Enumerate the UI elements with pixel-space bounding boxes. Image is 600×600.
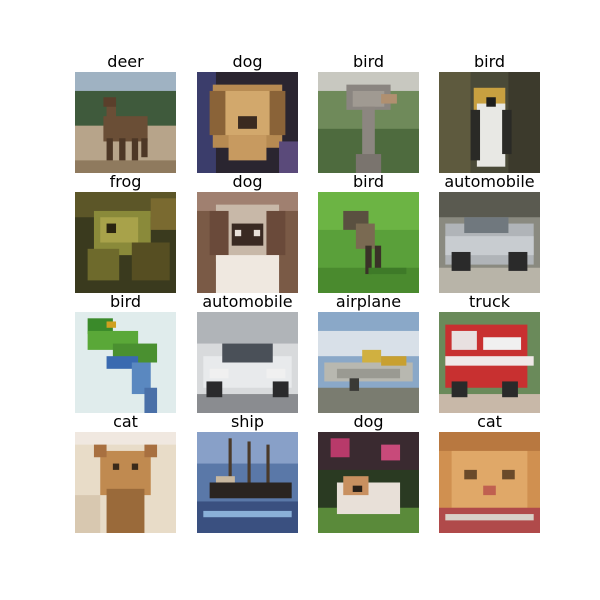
grid-cell: dog bbox=[318, 412, 419, 533]
image-label: deer bbox=[107, 52, 144, 71]
grid-cell: dog bbox=[197, 52, 298, 173]
grid-cell: cat bbox=[75, 412, 176, 533]
image-label: automobile bbox=[444, 172, 535, 191]
thumbnail-bird bbox=[75, 312, 176, 413]
thumbnail-bird bbox=[318, 72, 419, 173]
grid-cell: frog bbox=[75, 172, 176, 293]
image-label: bird bbox=[352, 172, 385, 191]
image-label: frog bbox=[109, 172, 142, 191]
thumbnail-deer bbox=[75, 72, 176, 173]
grid-cell: ship bbox=[197, 412, 298, 533]
grid-cell: automobile bbox=[197, 292, 298, 413]
thumbnail-airplane bbox=[318, 312, 419, 413]
image-label: airplane bbox=[335, 292, 402, 311]
image-label: ship bbox=[230, 412, 265, 431]
image-label: cat bbox=[113, 412, 138, 431]
grid-cell: dog bbox=[197, 172, 298, 293]
grid-cell: deer bbox=[75, 52, 176, 173]
image-label: truck bbox=[468, 292, 511, 311]
image-label: bird bbox=[352, 52, 385, 71]
image-label: dog bbox=[353, 412, 384, 431]
image-label: dog bbox=[232, 172, 263, 191]
thumbnail-cat bbox=[439, 432, 540, 533]
thumbnail-cat bbox=[75, 432, 176, 533]
image-label: dog bbox=[232, 52, 263, 71]
thumbnail-automobile bbox=[197, 312, 298, 413]
image-label: bird bbox=[109, 292, 142, 311]
thumbnail-dog bbox=[318, 432, 419, 533]
grid-cell: bird bbox=[75, 292, 176, 413]
grid-cell: automobile bbox=[439, 172, 540, 293]
grid-cell: bird bbox=[318, 172, 419, 293]
grid-cell: bird bbox=[439, 52, 540, 173]
image-label: bird bbox=[473, 52, 506, 71]
thumbnail-dog bbox=[197, 72, 298, 173]
thumbnail-automobile bbox=[439, 192, 540, 293]
grid-cell: truck bbox=[439, 292, 540, 413]
thumbnail-dog bbox=[197, 192, 298, 293]
thumbnail-frog bbox=[75, 192, 176, 293]
thumbnail-ship bbox=[197, 432, 298, 533]
grid-cell: cat bbox=[439, 412, 540, 533]
thumbnail-bird bbox=[318, 192, 419, 293]
image-label: automobile bbox=[202, 292, 293, 311]
thumbnail-truck bbox=[439, 312, 540, 413]
grid-cell: bird bbox=[318, 52, 419, 173]
grid-cell: airplane bbox=[318, 292, 419, 413]
thumbnail-bird bbox=[439, 72, 540, 173]
image-label: cat bbox=[477, 412, 502, 431]
